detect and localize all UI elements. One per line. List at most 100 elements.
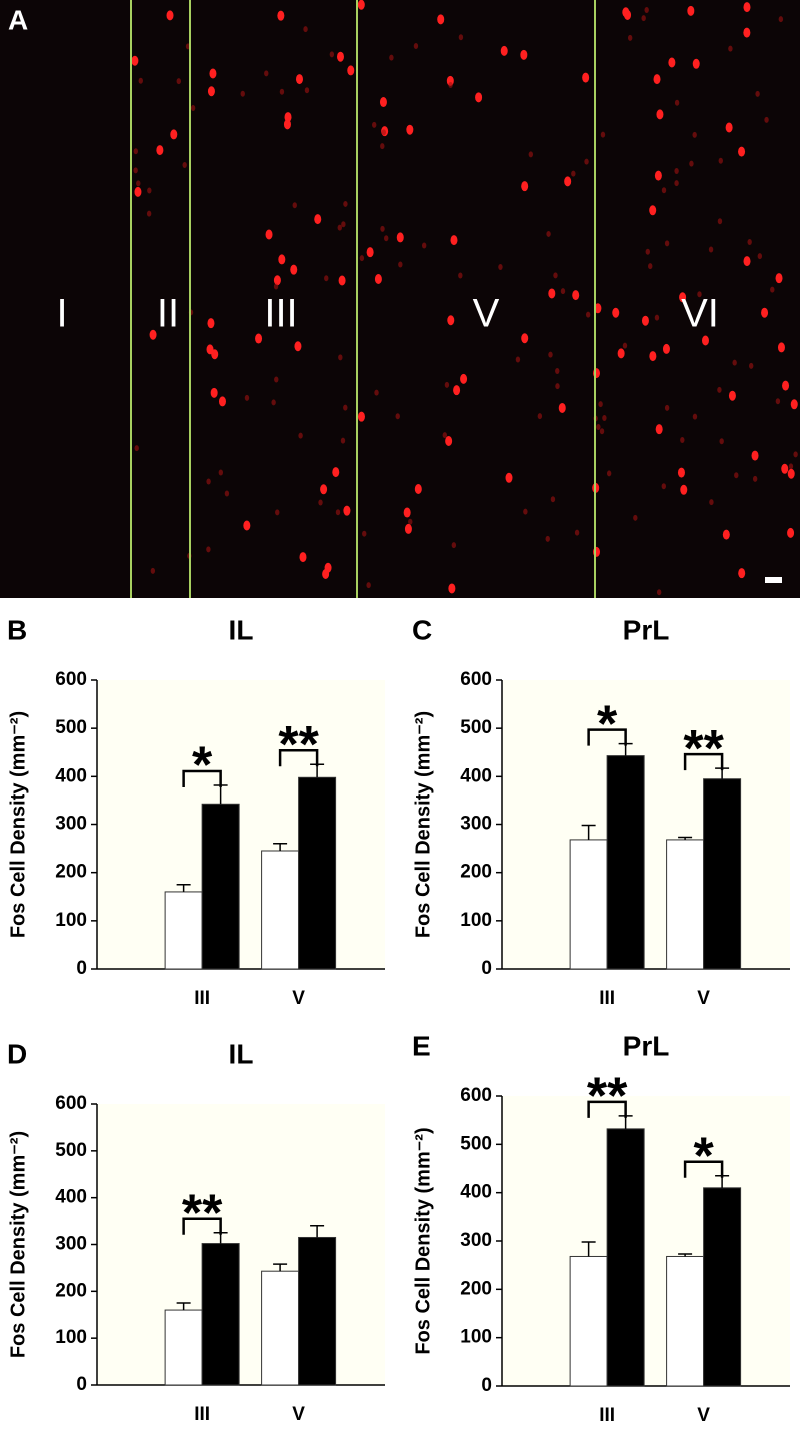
cell: [596, 423, 601, 430]
cell: [408, 518, 413, 525]
error-bar: [176, 883, 191, 892]
cell: [725, 122, 733, 133]
cell: [662, 343, 670, 354]
cell: [299, 552, 307, 563]
cell: [136, 180, 141, 187]
significance-bracket: [587, 1100, 627, 1118]
cell: [764, 116, 769, 123]
cell: [687, 5, 695, 16]
cell: [560, 288, 566, 295]
layer-label: I: [56, 292, 67, 336]
cell: [374, 273, 382, 284]
cell: [656, 109, 664, 120]
cell: [366, 247, 374, 258]
cell: [150, 567, 156, 574]
cell: [680, 436, 685, 443]
significance-bracket: [683, 1160, 724, 1178]
cell: [147, 187, 152, 194]
layer-label: II: [157, 292, 179, 336]
cell: [692, 413, 698, 420]
chart-title: IL: [229, 614, 254, 645]
cell: [761, 307, 769, 318]
cell: [332, 467, 340, 478]
bar: [703, 778, 742, 970]
cell: [528, 151, 534, 158]
cell: [728, 390, 736, 401]
cell: [555, 383, 560, 390]
bar: [164, 891, 203, 970]
cell: [283, 119, 291, 130]
cell: [743, 256, 751, 267]
cell: [406, 124, 414, 135]
cell: [166, 10, 174, 21]
cell: [404, 523, 412, 534]
cell: [437, 14, 445, 25]
error-bar: [581, 1241, 596, 1257]
cell: [600, 131, 606, 138]
y-tick-label: 400: [460, 765, 492, 786]
y-tick-label: 300: [460, 1230, 492, 1251]
bar: [569, 839, 608, 970]
cell: [677, 467, 685, 478]
y-axis-label: Fos Cell Density (mm⁻²): [7, 711, 29, 938]
cell: [719, 438, 724, 445]
cell: [381, 129, 386, 136]
cell: [274, 376, 279, 383]
cell: [134, 186, 142, 197]
cell: [498, 263, 503, 270]
panel-label: C: [412, 614, 432, 645]
cell: [612, 307, 620, 318]
cell: [146, 210, 152, 217]
x-tick-label: III: [194, 988, 210, 1009]
cell: [273, 283, 279, 290]
bar: [201, 803, 240, 970]
panel-label: E: [412, 1030, 431, 1061]
cell: [170, 129, 178, 140]
cell: [453, 385, 461, 396]
cell: [679, 292, 687, 303]
significance-label: **: [683, 720, 724, 778]
bar: [261, 850, 300, 970]
y-tick-label: 100: [55, 1327, 87, 1348]
cell: [421, 242, 427, 249]
cell: [133, 167, 138, 174]
cell: [521, 181, 529, 192]
cell: [722, 529, 730, 540]
significance-label: **: [587, 1068, 628, 1126]
significance-label: *: [192, 737, 213, 795]
cell: [781, 463, 789, 474]
cell: [664, 240, 670, 247]
cell: [701, 335, 709, 346]
significance-label: **: [182, 1185, 223, 1243]
cell: [290, 264, 298, 275]
x-tick-label: III: [599, 988, 615, 1009]
cell: [475, 92, 483, 103]
cell: [359, 255, 365, 262]
micrograph: [0, 0, 800, 598]
y-tick-label: 600: [460, 1085, 492, 1106]
error-bar: [581, 824, 596, 840]
cell: [641, 15, 646, 22]
cell: [318, 499, 323, 506]
cell: [343, 200, 348, 207]
x-tick-label: V: [697, 1405, 710, 1426]
cell: [718, 157, 723, 164]
y-tick-label: 300: [55, 1234, 87, 1255]
error-bar: [310, 1225, 325, 1238]
cell: [582, 72, 590, 83]
cell: [271, 399, 276, 406]
cell: [444, 381, 450, 388]
cell: [347, 65, 355, 76]
panel-label: B: [7, 614, 27, 645]
cell: [571, 170, 576, 177]
error-bar: [273, 1263, 288, 1272]
chart-title: IL: [229, 1038, 254, 1069]
cell: [279, 88, 285, 95]
cell: [553, 272, 558, 279]
plot-area: [502, 680, 790, 969]
cell: [617, 348, 625, 359]
significance-bracket: [182, 769, 222, 788]
cell: [521, 333, 529, 344]
y-tick-label: 0: [481, 958, 492, 979]
cell: [190, 105, 196, 112]
